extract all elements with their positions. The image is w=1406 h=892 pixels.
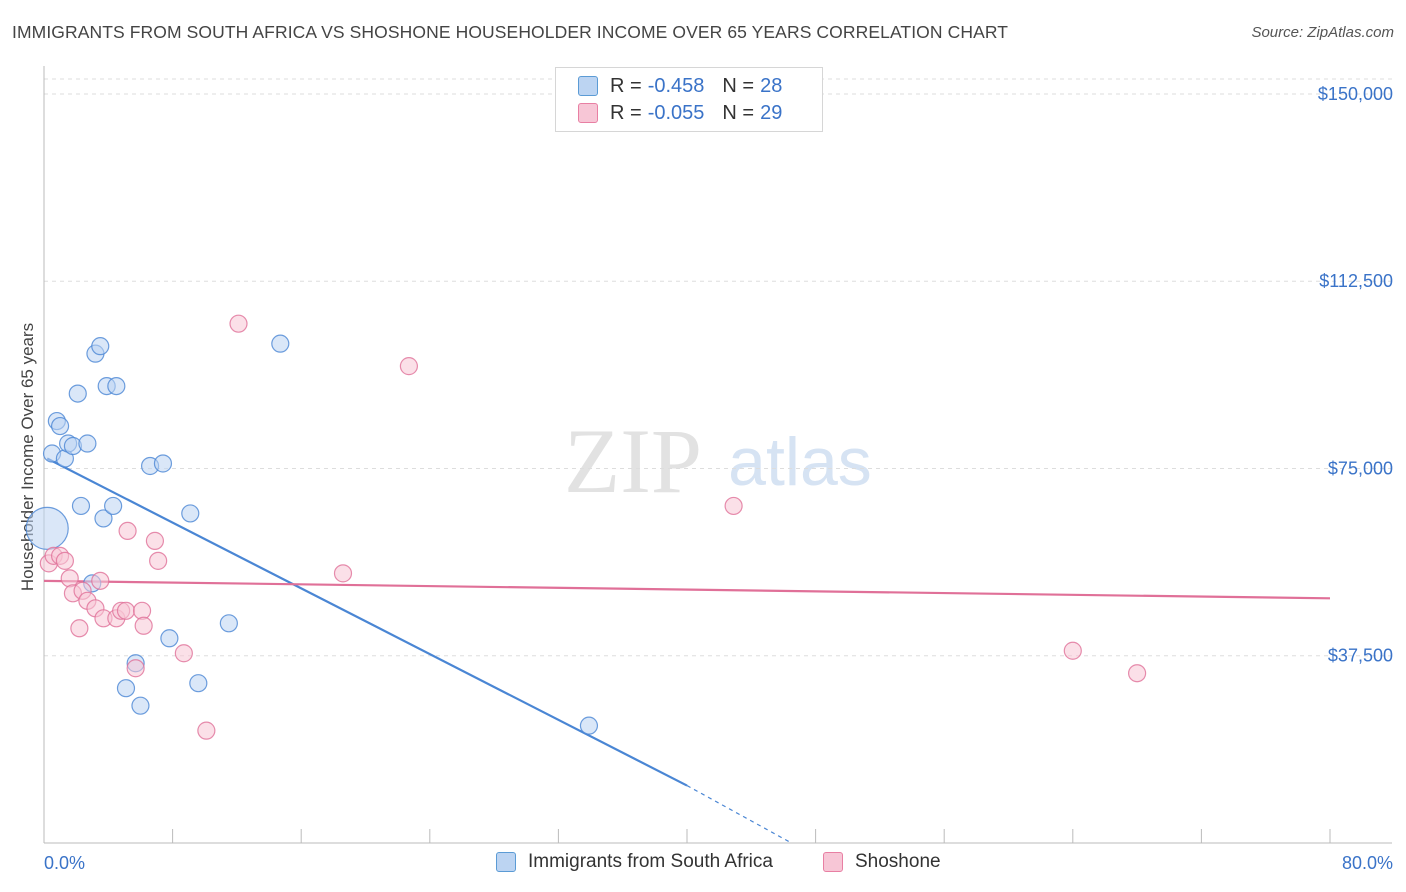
legend-n-label: N =	[722, 101, 755, 124]
point-south-africa	[219, 614, 238, 633]
point-shoshone	[126, 659, 145, 678]
point-shoshone	[116, 601, 136, 620]
point-south-africa	[107, 376, 126, 396]
point-south-africa	[25, 506, 69, 551]
legend-row-south-africa: R = -0.458 N = 28	[578, 73, 782, 99]
point-shoshone	[91, 571, 110, 590]
point-shoshone	[145, 531, 165, 550]
point-shoshone	[70, 619, 89, 638]
axes	[43, 66, 1392, 844]
legend-n-value: 28	[760, 74, 783, 97]
point-south-africa	[160, 629, 179, 648]
point-south-africa	[116, 679, 136, 698]
y-tick-label: $112,500	[1319, 271, 1393, 291]
x-tick-label: 80.0%	[1342, 853, 1393, 873]
legend-n-value: 29	[760, 101, 783, 124]
point-shoshone	[1127, 664, 1147, 683]
point-south-africa	[94, 509, 113, 528]
legend-r-value: -0.055	[647, 101, 705, 124]
legend-r-value: -0.458	[647, 74, 705, 97]
legend-item-south-africa[interactable]: Immigrants from South Africa	[496, 851, 773, 873]
point-shoshone	[197, 721, 216, 740]
point-shoshone	[55, 551, 74, 570]
correlation-legend: R = -0.458 N = 28 R = -0.055 N = 29	[555, 67, 823, 132]
point-shoshone	[134, 616, 153, 635]
tick-labels: $37,500 $75,000 $112,500 $150,000 0.0% 80.0%	[44, 84, 1393, 873]
legend-row-shoshone: R = -0.055 N = 29	[578, 100, 782, 126]
point-south-africa	[271, 334, 290, 353]
watermark-atlas: atlas	[728, 424, 872, 500]
trend-line-shoshone	[43, 579, 1331, 600]
legend-n-label: N =	[722, 74, 755, 97]
point-shoshone	[229, 314, 248, 333]
watermark-zip: ZIP	[564, 410, 702, 512]
point-south-africa	[71, 496, 91, 516]
legend-label-south-africa: Immigrants from South Africa	[528, 851, 773, 872]
point-south-africa	[104, 496, 123, 516]
point-south-africa	[189, 674, 208, 693]
legend-swatch-south-africa	[496, 852, 516, 872]
legend-swatch-shoshone	[578, 103, 598, 123]
source-label: Source: ZipAtlas.com	[1251, 24, 1394, 41]
y-tick-label: $150,000	[1318, 84, 1393, 104]
point-south-africa	[78, 434, 97, 453]
data-points	[25, 314, 1147, 740]
point-shoshone	[60, 569, 79, 588]
point-south-africa	[91, 337, 110, 356]
series-legend: Immigrants from South Africa Shoshone	[0, 851, 1406, 879]
chart-title: IMMIGRANTS FROM SOUTH AFRICA VS SHOSHONE…	[12, 22, 1009, 42]
point-shoshone	[333, 564, 353, 583]
point-shoshone	[174, 644, 193, 663]
point-south-africa	[68, 384, 87, 403]
legend-swatch-shoshone	[823, 852, 843, 872]
grid	[44, 78, 1392, 657]
point-shoshone	[724, 496, 743, 516]
trend-line-south-africa	[46, 457, 688, 787]
legend-swatch-south-africa	[578, 76, 598, 96]
point-shoshone	[149, 551, 168, 570]
y-tick-label: $37,500	[1328, 646, 1393, 666]
y-tick-label: $75,000	[1328, 458, 1393, 478]
point-south-africa	[579, 716, 599, 735]
trend-lines	[43, 457, 1331, 844]
point-shoshone	[132, 601, 152, 620]
point-south-africa	[50, 416, 70, 436]
point-south-africa	[181, 504, 200, 523]
legend-label-shoshone: Shoshone	[855, 851, 941, 872]
legend-r-label: R =	[610, 74, 642, 97]
point-south-africa	[131, 696, 150, 715]
point-south-africa	[153, 454, 173, 473]
legend-r-label: R =	[610, 101, 642, 124]
point-shoshone	[399, 357, 419, 376]
x-tick-label: 0.0%	[44, 853, 85, 873]
point-shoshone	[1063, 641, 1082, 660]
point-shoshone	[118, 521, 137, 541]
legend-item-shoshone[interactable]: Shoshone	[823, 851, 941, 873]
trend-line-extension	[686, 785, 792, 844]
watermark: ZIP atlas	[564, 410, 872, 512]
